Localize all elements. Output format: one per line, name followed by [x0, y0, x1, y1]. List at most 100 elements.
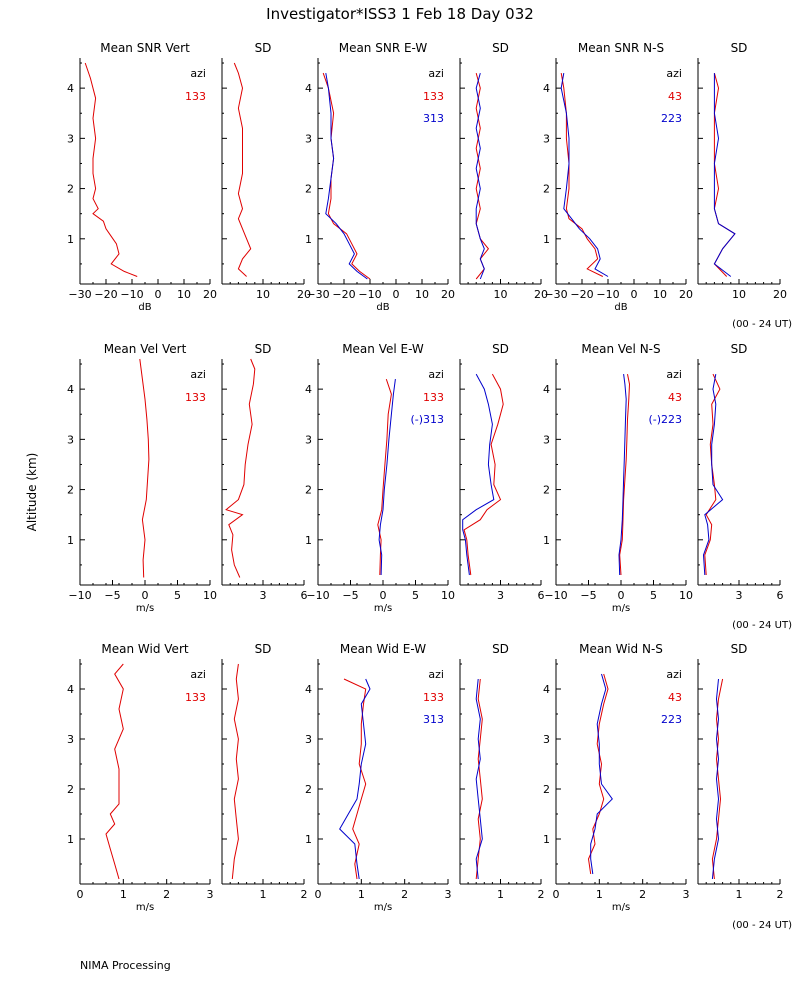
panel-7-legend-title: azi	[190, 368, 206, 381]
panel-9-legend-(-)313: (-)313	[410, 413, 444, 426]
panel-11-series-43	[619, 374, 631, 576]
panel-10-series-133	[463, 373, 504, 576]
panel-5-y-tick-label: 2	[543, 183, 550, 196]
panel-1-legend-133: 133	[185, 90, 206, 103]
panel-11-x-tick-label: 10	[679, 589, 693, 602]
panel-17-y-tick-label: 1	[543, 833, 550, 846]
panel-3-y-tick-label: 1	[305, 233, 312, 246]
panel-13-y-tick-label: 3	[67, 733, 74, 746]
panel-5-y-tick-label: 1	[543, 233, 550, 246]
panel-7-legend-133: 133	[185, 391, 206, 404]
panel-3-title: Mean SNR E-W	[339, 41, 428, 55]
panel-6-x-tick-label: 10	[732, 288, 746, 301]
panel-3-legend-313: 313	[423, 112, 444, 125]
panel-12-title: SD	[731, 342, 748, 356]
panel-14-title: SD	[255, 642, 272, 656]
panel-11-legend-title: azi	[666, 368, 682, 381]
panel-17-title: Mean Wid N-S	[579, 642, 663, 656]
panel-13-y-tick-label: 4	[67, 683, 74, 696]
panel-17-legend-223: 223	[661, 713, 682, 726]
panel-16-x-tick-label: 1	[497, 888, 504, 901]
panel-15-y-tick-label: 1	[305, 833, 312, 846]
panel-15-series-313	[339, 678, 371, 880]
panel-7-x-tick-label: −5	[104, 589, 120, 602]
panel-9-y-tick-label: 1	[305, 534, 312, 547]
panel-5-legend-223: 223	[661, 112, 682, 125]
panel-16-series-133	[475, 678, 483, 880]
panel-13-x-label: m/s	[136, 902, 154, 913]
panel-3-x-tick-label: −30	[306, 288, 329, 301]
panel-5-title: Mean SNR N-S	[578, 41, 664, 55]
panel-13-legend-title: azi	[190, 668, 206, 681]
panel-17-x-tick-label: 3	[683, 888, 690, 901]
panel-1-series-133	[84, 62, 138, 277]
panel-11-x-tick-label: −10	[544, 589, 567, 602]
panel-2-x-tick-label: 10	[256, 288, 270, 301]
panel-13-x-tick-label: 3	[207, 888, 214, 901]
panel-11-y-tick-label: 4	[543, 383, 550, 396]
panel-7-x-tick-label: 10	[203, 589, 217, 602]
panel-15-x-tick-label: 3	[445, 888, 452, 901]
panel-13-series-133	[105, 663, 124, 880]
panel-5-x-tick-label: 0	[631, 288, 638, 301]
panel-9-y-tick-label: 4	[305, 383, 312, 396]
panel-1-y-tick-label: 4	[67, 82, 74, 95]
panel-13-x-tick-label: 0	[77, 888, 84, 901]
panel-6-series-223	[713, 73, 736, 277]
panel-13-x-tick-label: 1	[120, 888, 127, 901]
panel-11-legend-(-)223: (-)223	[648, 413, 682, 426]
panel-9-x-tick-label: 10	[441, 589, 455, 602]
panel-3-x-tick-label: −10	[358, 288, 381, 301]
panel-5-x-tick-label: −20	[570, 288, 593, 301]
panel-8-x-tick-label: 6	[301, 589, 308, 602]
panel-4-series-313	[475, 72, 485, 280]
panel-4-x-tick-label: 20	[534, 288, 548, 301]
panel-14-x-tick-label: 2	[301, 888, 308, 901]
panel-15-y-tick-label: 4	[305, 683, 312, 696]
panel-3-x-label: dB	[376, 302, 389, 313]
panel-7-x-label: m/s	[136, 603, 154, 614]
panel-1-y-tick-label: 3	[67, 132, 74, 145]
panel-5-x-tick-label: 10	[653, 288, 667, 301]
footer-label: NIMA Processing	[80, 959, 171, 972]
panel-9-series-133	[377, 378, 392, 576]
panel-7-y-tick-label: 4	[67, 383, 74, 396]
panel-9-x-tick-label: −5	[342, 589, 358, 602]
panel-2-title: SD	[255, 41, 272, 55]
panel-1-title: Mean SNR Vert	[100, 41, 190, 55]
panel-17-series-43	[587, 673, 609, 875]
ut-label-row1: (00 - 24 UT)	[732, 319, 792, 330]
panel-5-x-label: dB	[614, 302, 627, 313]
panel-7-x-tick-label: 5	[174, 589, 181, 602]
panel-11-y-tick-label: 3	[543, 433, 550, 446]
panel-18-title: SD	[731, 642, 748, 656]
panel-15-x-tick-label: 0	[315, 888, 322, 901]
panel-15-legend-133: 133	[423, 691, 444, 704]
panel-9-legend-title: azi	[428, 368, 444, 381]
panel-8-series-133	[225, 358, 256, 578]
panel-5-x-tick-label: −30	[544, 288, 567, 301]
panel-3-y-tick-label: 4	[305, 82, 312, 95]
panel-3-x-tick-label: −20	[332, 288, 355, 301]
panel-5-legend-43: 43	[668, 90, 682, 103]
panel-18-series-223	[711, 678, 720, 880]
panel-10-series-neg313	[462, 373, 495, 576]
panel-13-legend-133: 133	[185, 691, 206, 704]
panel-1-y-tick-label: 1	[67, 233, 74, 246]
panel-11-x-tick-label: 0	[618, 589, 625, 602]
panel-16-series-313	[475, 678, 483, 880]
panel-7-x-tick-label: 0	[142, 589, 149, 602]
panel-9-x-tick-label: 0	[380, 589, 387, 602]
panel-13-title: Mean Wid Vert	[101, 642, 188, 656]
panel-5-legend-title: azi	[666, 67, 682, 80]
panel-3-x-tick-label: 0	[393, 288, 400, 301]
panel-15-x-tick-label: 1	[358, 888, 365, 901]
panel-17-series-223	[590, 673, 613, 875]
panel-1-x-tick-label: −30	[68, 288, 91, 301]
panel-15-legend-313: 313	[423, 713, 444, 726]
panel-11-x-label: m/s	[612, 603, 630, 614]
panel-12-x-tick-label: 6	[777, 589, 784, 602]
panel-4-title: SD	[492, 41, 509, 55]
panel-15-y-tick-label: 3	[305, 733, 312, 746]
panel-12-x-tick-label: 3	[736, 589, 743, 602]
